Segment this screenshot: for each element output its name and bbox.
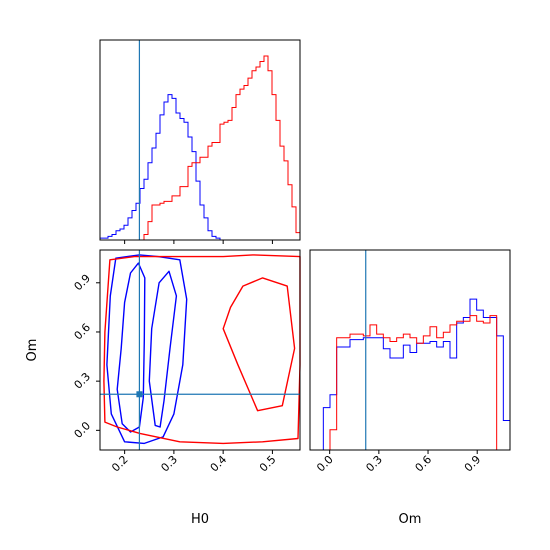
joint-y-tick-label-2: 0.6	[72, 321, 94, 343]
joint-x-tick-label-0: 0.2	[109, 453, 131, 475]
y-axis-label-om: Om	[25, 339, 40, 362]
joint-y-tick-label-3: 0.9	[72, 272, 94, 294]
om-hist-x-tick-label-3: 0.9	[462, 453, 484, 475]
om-hist-blue-series	[310, 298, 511, 451]
x-axis-label-h0: H0	[191, 512, 209, 527]
joint-h0-om-panel: 0.2 0.3 0.4 0.5 0.0 0.3 0.6 0.9	[72, 249, 301, 475]
om-hist-x-tick-label-0: 0.0	[314, 453, 336, 475]
joint-x-tick-label-2: 0.4	[208, 453, 230, 475]
joint-x-tick-label-3: 0.5	[257, 453, 279, 475]
truth-marker	[136, 391, 143, 398]
joint-x-tick-label-1: 0.3	[158, 453, 180, 475]
om-hist-frame	[309, 249, 511, 451]
om-histogram-panel: 0.0 0.3 0.6 0.9	[309, 249, 511, 475]
contour-red-2sigma-4	[103, 254, 301, 445]
h0-hist-red-series	[100, 55, 301, 241]
joint-frame	[99, 249, 301, 451]
h0-hist-frame	[99, 39, 301, 241]
contour-blue-1sigma-0	[116, 262, 146, 433]
h0-histogram-panel	[99, 39, 301, 244]
om-hist-x-tick-label-1: 0.3	[363, 453, 385, 475]
om-hist-x-tick-label-2: 0.6	[413, 453, 435, 475]
joint-y-tick-label-1: 0.3	[72, 370, 94, 392]
om-hist-red-series	[310, 315, 510, 451]
joint-y-tick-label-0: 0.0	[72, 419, 94, 441]
h0-hist-blue-series	[99, 94, 300, 241]
contour-red-1sigma-3	[222, 277, 296, 412]
x-axis-label-om: Om	[399, 512, 422, 527]
contour-blue-2sigma-2	[106, 254, 188, 445]
contour-blue-1sigma-1	[148, 270, 178, 428]
